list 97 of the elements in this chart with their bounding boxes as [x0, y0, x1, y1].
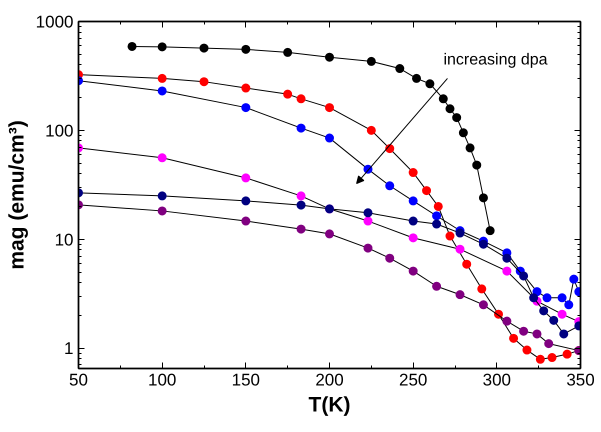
point	[158, 191, 167, 200]
point	[438, 94, 448, 104]
point	[502, 316, 512, 326]
point	[519, 326, 528, 336]
x-tick-label: 150	[232, 370, 260, 390]
point	[478, 240, 488, 249]
point	[296, 200, 306, 210]
point	[128, 42, 137, 51]
point	[445, 232, 454, 241]
point	[366, 126, 376, 135]
point	[434, 202, 443, 211]
point	[452, 113, 462, 122]
point	[445, 104, 454, 114]
point	[536, 354, 545, 364]
point	[532, 329, 542, 338]
point	[158, 42, 167, 52]
x-tick-label: 300	[482, 370, 512, 390]
point	[549, 316, 558, 325]
point	[296, 124, 306, 133]
y-axis-title: mag (emu/cm³)	[6, 120, 29, 270]
x-tick-label: 200	[315, 370, 344, 390]
point	[412, 74, 422, 83]
point	[478, 300, 488, 310]
point	[432, 220, 442, 229]
point	[241, 216, 250, 226]
y-tick-label: 10	[54, 230, 74, 250]
point	[408, 216, 418, 226]
point	[425, 79, 434, 88]
point	[548, 353, 557, 362]
point	[363, 216, 372, 226]
point	[458, 128, 468, 138]
point	[325, 229, 334, 238]
x-tick-label: 350	[566, 370, 595, 390]
point	[283, 90, 292, 99]
point	[296, 94, 306, 104]
point	[200, 44, 208, 53]
point	[363, 208, 372, 218]
point	[564, 300, 574, 310]
point	[395, 64, 404, 74]
point	[241, 84, 250, 92]
point	[408, 233, 418, 242]
point	[296, 191, 306, 200]
point	[522, 346, 532, 355]
point	[569, 274, 578, 284]
point	[325, 103, 334, 112]
point	[363, 244, 372, 253]
point	[408, 168, 418, 178]
point	[296, 224, 306, 234]
point	[408, 196, 418, 206]
x-tick-label: 50	[69, 370, 88, 390]
point	[325, 134, 334, 143]
point	[158, 206, 167, 216]
point	[456, 290, 465, 300]
y-tick-label: 1000	[36, 12, 74, 32]
y-tick-label: 100	[45, 121, 74, 140]
point	[472, 160, 482, 170]
point	[486, 226, 495, 236]
point	[509, 334, 518, 343]
point	[456, 244, 465, 254]
point	[432, 211, 442, 220]
point	[408, 266, 418, 276]
point	[158, 86, 167, 96]
point	[462, 260, 472, 269]
point	[385, 181, 394, 190]
point	[544, 339, 554, 348]
point	[241, 173, 250, 182]
point	[558, 310, 567, 319]
point	[558, 293, 567, 302]
point	[366, 56, 376, 66]
point	[241, 103, 250, 112]
point	[539, 306, 548, 316]
x-tick-label: 100	[148, 370, 176, 390]
point	[519, 271, 528, 280]
x-axis-title: T(K)	[308, 394, 350, 416]
point	[325, 52, 334, 62]
point	[283, 48, 292, 57]
point	[432, 282, 442, 291]
point	[456, 228, 465, 238]
point	[502, 266, 512, 276]
point	[542, 293, 552, 302]
point	[529, 293, 538, 302]
point	[158, 74, 167, 83]
point	[478, 193, 488, 202]
x-tick-label: 250	[398, 370, 428, 390]
point	[241, 44, 250, 54]
point	[158, 153, 167, 162]
point	[241, 196, 250, 206]
point	[559, 329, 568, 338]
point	[562, 350, 572, 359]
y-tick-label: 1	[64, 339, 74, 358]
point	[477, 284, 486, 294]
point	[385, 254, 394, 263]
annotation: increasing dpa	[443, 51, 548, 68]
point	[502, 254, 512, 263]
point	[422, 186, 432, 196]
point	[200, 77, 208, 86]
point	[466, 143, 475, 152]
